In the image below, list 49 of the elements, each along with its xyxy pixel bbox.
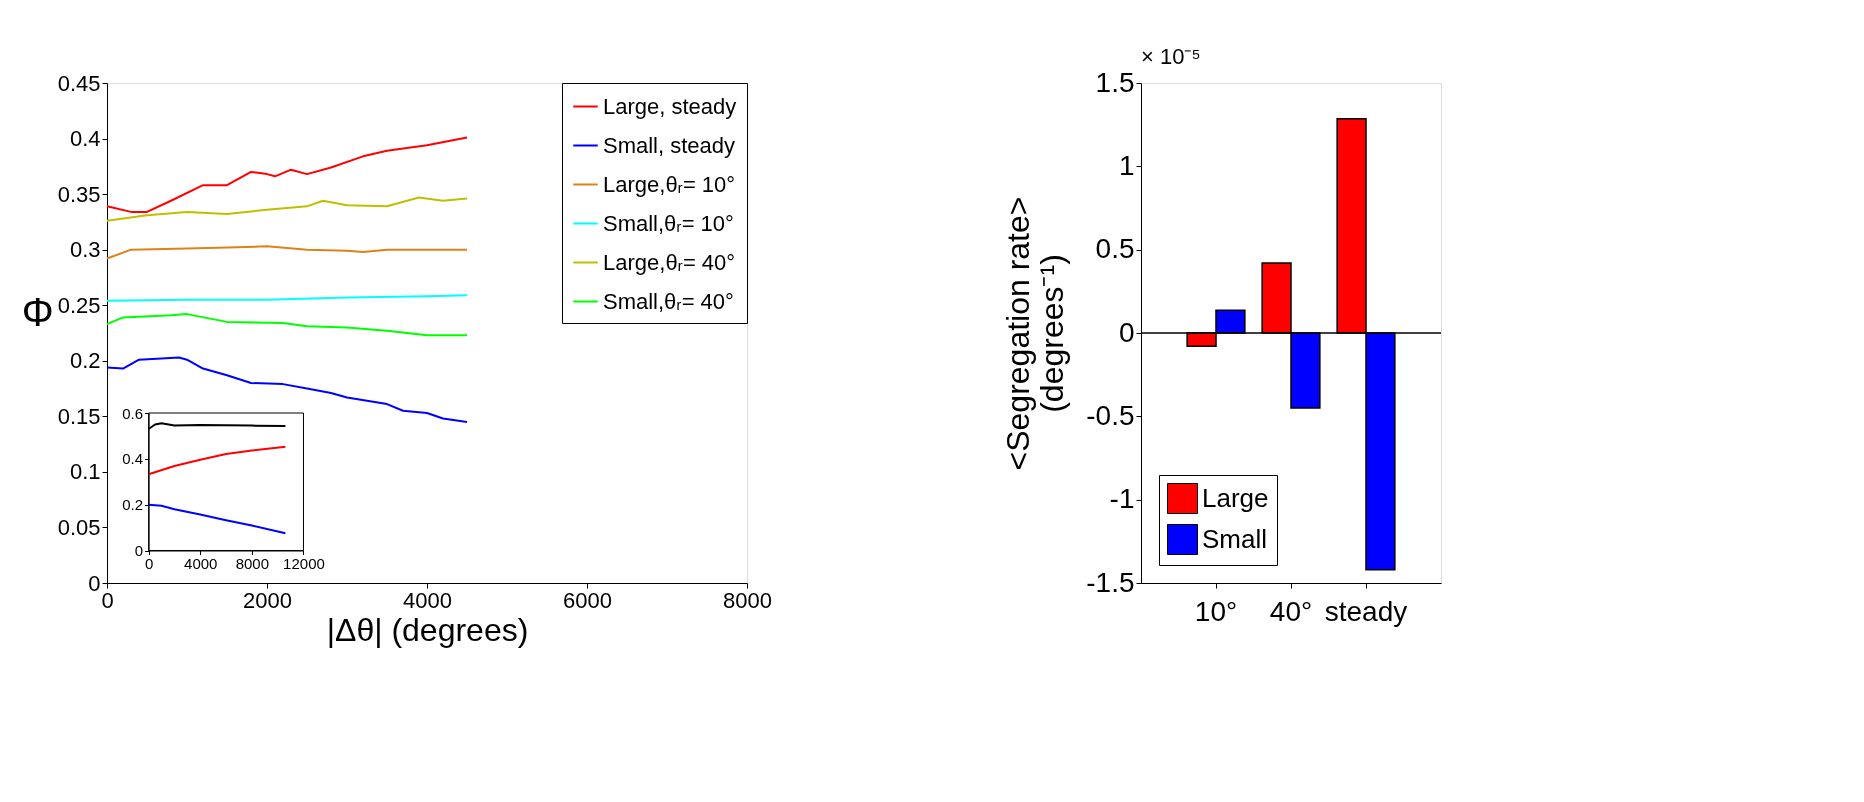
x-tick-label: 10° [1194, 595, 1238, 627]
y-tick-label: 1.5 [1095, 66, 1135, 98]
x-tick-label: 4000 [403, 587, 452, 613]
y-axis-title: <Segregation rate> (degrees⁻¹) [1000, 196, 1071, 471]
y-tick-label: 0.6 [122, 404, 144, 422]
y-tick-label: 0 [134, 542, 144, 559]
x-tick-label: 12000 [283, 555, 325, 572]
line-series [106, 196, 468, 222]
x-axis-title: |Δθ| (degrees) [326, 611, 529, 648]
line-series [147, 503, 287, 535]
y-tick-label: 0.4 [69, 126, 101, 152]
y-tick-label: 0.2 [69, 348, 101, 374]
x-tick-label: 2000 [243, 587, 292, 613]
y-tick-label: 0 [1118, 316, 1135, 348]
y-tick-label: -0.5 [1086, 399, 1135, 431]
legend-label: Large, steady [603, 93, 737, 119]
line-series [106, 356, 468, 423]
legend-label: Small,θᵣ= 10° [603, 210, 734, 236]
y-tick-label: 0.45 [57, 70, 101, 96]
y-axis-title: Φ [21, 289, 54, 334]
text: × 10⁻⁵ [1141, 44, 1201, 69]
legend-label: Small [1202, 523, 1268, 554]
x-tick-label: 4000 [184, 555, 218, 572]
y-tick-label: 0.05 [57, 514, 101, 540]
x-tick-label: steady [1324, 595, 1408, 627]
y-tick-label: -1 [1109, 483, 1135, 515]
y-tick-label: -1.5 [1086, 566, 1135, 598]
line-series [106, 136, 468, 213]
legend-label: Small,θᵣ= 40° [603, 288, 734, 314]
y-tick-label: 0.15 [57, 403, 101, 429]
legend-label: Large,θᵣ= 10° [603, 171, 736, 197]
line-series [106, 313, 468, 337]
y-tick-label: 0.25 [57, 292, 101, 318]
legend-label: Large,θᵣ= 40° [603, 249, 736, 275]
legend-label: Large [1202, 482, 1269, 513]
line-series [147, 445, 287, 476]
y-tick-label: 1 [1118, 149, 1135, 181]
x-tick-label: 8000 [723, 587, 772, 613]
y-tick-label: 0.3 [69, 237, 101, 263]
legend-label: Small, steady [603, 132, 736, 158]
x-tick-label: 8000 [235, 555, 270, 572]
y-tick-label: 0.2 [122, 496, 144, 514]
y-tick-label: 0.4 [122, 450, 144, 468]
y-tick-label: 0.5 [1095, 233, 1135, 265]
y-tick-label: 0.1 [69, 459, 101, 485]
x-tick-label: 40° [1269, 595, 1313, 627]
line-series [106, 245, 468, 260]
x-tick-label: 6000 [563, 587, 612, 613]
y-tick-label: 0.35 [57, 181, 101, 207]
